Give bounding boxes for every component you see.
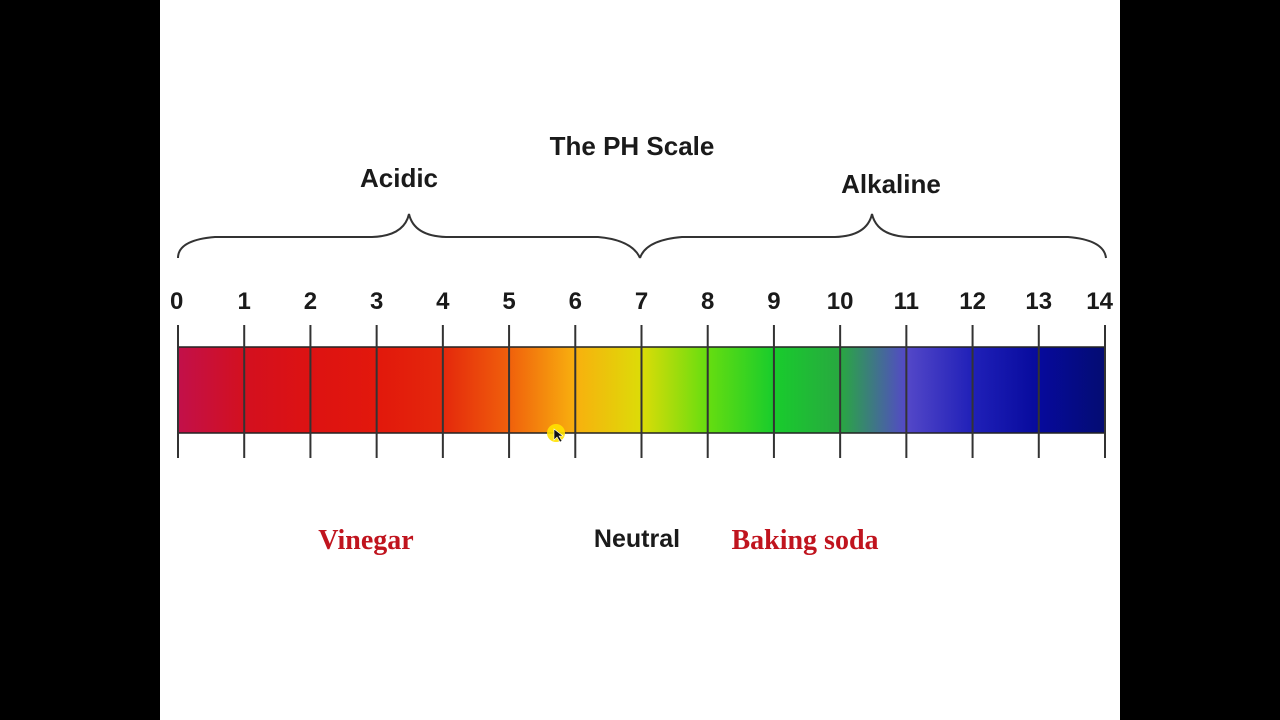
tick-label-14: 14 (1086, 288, 1113, 315)
tick-label-4: 4 (436, 288, 450, 315)
tick-lines (177, 325, 1106, 458)
tick-label-5: 5 (502, 288, 515, 315)
alkaline-brace (639, 213, 1107, 259)
tick-label-2: 2 (304, 288, 317, 315)
acidic-label: Acidic (360, 163, 438, 193)
baking-soda-label: Baking soda (731, 525, 878, 556)
tick-label-12: 12 (959, 288, 986, 315)
tick-label-3: 3 (370, 288, 383, 315)
tick-label-7: 7 (635, 288, 648, 315)
tick-label-13: 13 (1025, 288, 1052, 315)
tick-labels: 0 1 2 3 4 5 6 7 8 9 10 11 12 13 14 (170, 288, 1114, 315)
tick-label-11: 11 (894, 288, 919, 315)
tick-label-0: 0 (170, 288, 183, 315)
tick-label-6: 6 (569, 288, 582, 315)
tick-label-8: 8 (701, 288, 714, 315)
vinegar-label: Vinegar (318, 525, 413, 556)
mouse-cursor-icon (547, 424, 565, 443)
tick-label-1: 1 (238, 288, 251, 315)
acidic-brace (177, 213, 641, 259)
tick-label-10: 10 (827, 288, 854, 315)
tick-label-9: 9 (767, 288, 780, 315)
alkaline-label: Alkaline (841, 169, 941, 199)
neutral-label: Neutral (594, 525, 680, 553)
diagram-title: The PH Scale (550, 131, 715, 161)
